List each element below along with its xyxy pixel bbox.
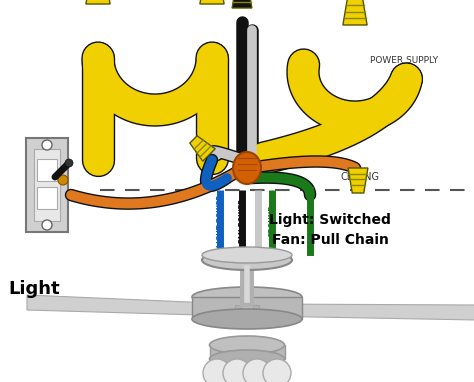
- Ellipse shape: [202, 247, 292, 263]
- Circle shape: [203, 359, 231, 382]
- Bar: [210, 345, 285, 359]
- Bar: [235, 305, 241, 315]
- Circle shape: [42, 140, 52, 150]
- Ellipse shape: [210, 336, 284, 354]
- Text: FAN POWER: FAN POWER: [239, 199, 245, 243]
- FancyBboxPatch shape: [26, 138, 68, 232]
- Text: Neutral: Neutral: [255, 207, 261, 235]
- Ellipse shape: [202, 250, 292, 270]
- Circle shape: [58, 175, 68, 185]
- Text: CEILING: CEILING: [340, 172, 380, 182]
- Text: Light: Switched: Light: Switched: [269, 213, 391, 227]
- Polygon shape: [86, 0, 110, 4]
- Bar: [34, 149, 60, 221]
- Text: Fan: Pull Chain: Fan: Pull Chain: [272, 233, 388, 247]
- Polygon shape: [232, 0, 252, 8]
- Polygon shape: [343, 0, 367, 25]
- Ellipse shape: [192, 309, 302, 329]
- Bar: [253, 305, 259, 315]
- Bar: [192, 297, 302, 319]
- Text: Light: Light: [8, 280, 60, 298]
- Circle shape: [42, 220, 52, 230]
- Polygon shape: [200, 0, 224, 4]
- Polygon shape: [190, 136, 215, 161]
- Circle shape: [243, 359, 271, 382]
- Circle shape: [263, 359, 291, 382]
- Circle shape: [65, 159, 73, 167]
- Polygon shape: [259, 304, 474, 320]
- Circle shape: [223, 359, 251, 382]
- Ellipse shape: [210, 350, 284, 368]
- Bar: [37, 159, 57, 181]
- Ellipse shape: [233, 152, 261, 184]
- Polygon shape: [27, 295, 235, 316]
- Text: LIGHT POWER: LIGHT POWER: [217, 195, 223, 247]
- Ellipse shape: [192, 287, 302, 307]
- Polygon shape: [348, 168, 368, 193]
- Bar: [37, 187, 57, 209]
- Text: POWER SUPPLY: POWER SUPPLY: [370, 55, 438, 65]
- Text: GROUND: GROUND: [269, 205, 275, 238]
